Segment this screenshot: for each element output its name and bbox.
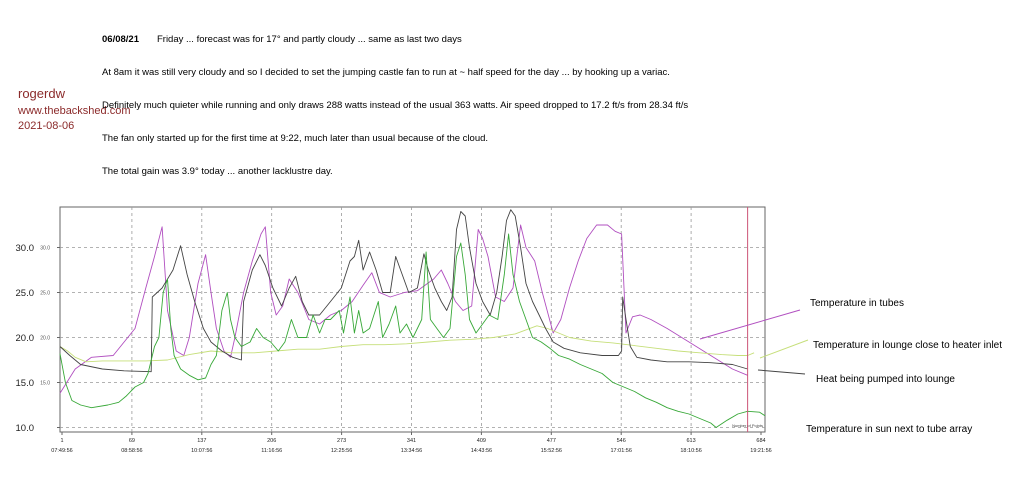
series-line-lounge_inlet (59, 325, 755, 363)
callout-line-heat (757, 369, 806, 375)
x-tick-label-time: 12:25:56 (331, 448, 352, 454)
series-line-sun (59, 233, 766, 428)
note-line-3: Definitely much quieter while running an… (102, 100, 689, 111)
x-tick-label-index: 684 (756, 438, 765, 444)
x-tick-label-index: 341 (407, 438, 416, 444)
series-line-tubes (59, 224, 748, 394)
note-line-1: 06/08/21 Friday ... forecast was for 17° … (102, 34, 462, 45)
x-tick-label-index: 409 (477, 438, 486, 444)
note-line-2: At 8am it was still very cloudy and so I… (102, 67, 670, 78)
y-tick-label: 20.0 (16, 333, 35, 344)
x-tick-label-index: 137 (197, 438, 206, 444)
note-line-4: The fan only started up for the first ti… (102, 133, 489, 144)
y-tick-label-inner: 15.0 (40, 381, 50, 387)
post-date: 2021-08-06 (18, 120, 75, 132)
x-tick-label-time: 08:58:56 (121, 448, 142, 454)
callout-label-sun: Temperature in sun next to tube array (806, 424, 972, 435)
callout-label-lounge_inlet: Temperature in lounge close to heater in… (813, 340, 1002, 351)
callout-label-heat: Heat being pumped into lounge (816, 374, 955, 385)
x-tick-label-index: 206 (267, 438, 276, 444)
site-name: www.thebackshed.com (18, 105, 131, 117)
y-tick-label-inner: 30.0 (40, 246, 50, 252)
temperature-chart: 1 07:49:56 69 08:58:56 137 10:07:56 206 11:16:5… (16, 206, 1002, 454)
x-tick-label-time: 11:16:56 (261, 448, 282, 454)
x-tick-label-time: 19:21:56 (750, 448, 771, 454)
y-tick-label: 25.0 (16, 288, 35, 299)
x-tick-label-time: 17:01:56 (610, 448, 631, 454)
x-tick-label-index: 546 (617, 438, 626, 444)
y-tick-label-inner: 25.0 (40, 291, 50, 297)
x-tick-label-index: 1 (60, 438, 63, 444)
x-tick-label-time: 14:43:56 (471, 448, 492, 454)
callout-label-tubes: Temperature in tubes (810, 298, 904, 309)
x-tick-label-index: 273 (337, 438, 346, 444)
x-tick-label-time: 15:52:56 (541, 448, 562, 454)
x-tick-label-index: 477 (547, 438, 556, 444)
corner-label: Number of Points (732, 423, 763, 428)
x-tick-label-index: 69 (129, 438, 135, 444)
callout-line-tubes (699, 309, 801, 340)
x-tick-label-time: 07:49:56 (51, 448, 72, 454)
x-tick-label-time: 18:10:56 (680, 448, 701, 454)
y-tick-label-inner: 20.0 (40, 336, 50, 342)
author-name: rogerdw (18, 86, 65, 101)
y-tick-label: 30.0 (16, 243, 35, 254)
note-line-1-text: Friday ... forecast was for 17° and part… (156, 34, 462, 45)
callout-line-lounge_inlet (759, 339, 809, 359)
note-date: 06/08/21 (102, 34, 139, 45)
x-tick-label-time: 13:34:56 (401, 448, 422, 454)
x-tick-label-time: 10:07:56 (191, 448, 212, 454)
author-block: rogerdw www.thebackshed.com 2021-08-06 (18, 86, 131, 132)
note-line-5: The total gain was 3.9° today ... anothe… (102, 166, 333, 177)
series-line-heat (59, 209, 748, 373)
plot-frame (59, 206, 766, 433)
x-tick-label-index: 613 (687, 438, 696, 444)
y-tick-label: 10.0 (16, 423, 35, 434)
y-tick-label: 15.0 (16, 378, 35, 389)
